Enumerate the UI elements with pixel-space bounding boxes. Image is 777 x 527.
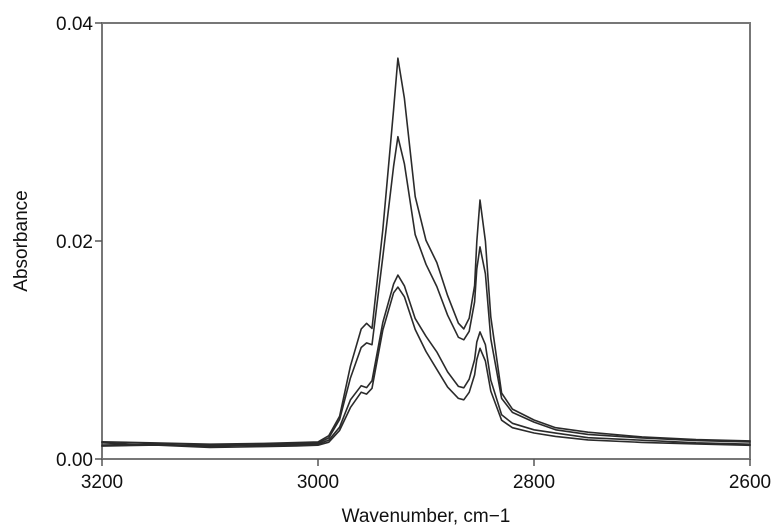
y-tick-label: 0.04 bbox=[56, 14, 93, 35]
spectrum-line bbox=[101, 135, 751, 448]
spectrum-line bbox=[101, 274, 751, 447]
x-tick-label: 2600 bbox=[729, 472, 771, 493]
x-axis-title: Wavenumber, cm−1 bbox=[342, 506, 511, 527]
series-lines bbox=[101, 57, 751, 449]
x-tick-label: 2800 bbox=[513, 472, 555, 493]
y-tick-label: 0.00 bbox=[56, 450, 93, 471]
x-tick-label: 3200 bbox=[81, 472, 123, 493]
y-axis-title: Absorbance bbox=[11, 190, 32, 291]
axis-ticks: 3200 3000 2800 2600 0.00 0.02 0.04 bbox=[56, 14, 771, 493]
spectrum-line bbox=[101, 57, 751, 445]
x-tick-label: 3000 bbox=[297, 472, 339, 493]
spectrum-line bbox=[101, 286, 751, 449]
y-tick-label: 0.02 bbox=[56, 232, 93, 253]
